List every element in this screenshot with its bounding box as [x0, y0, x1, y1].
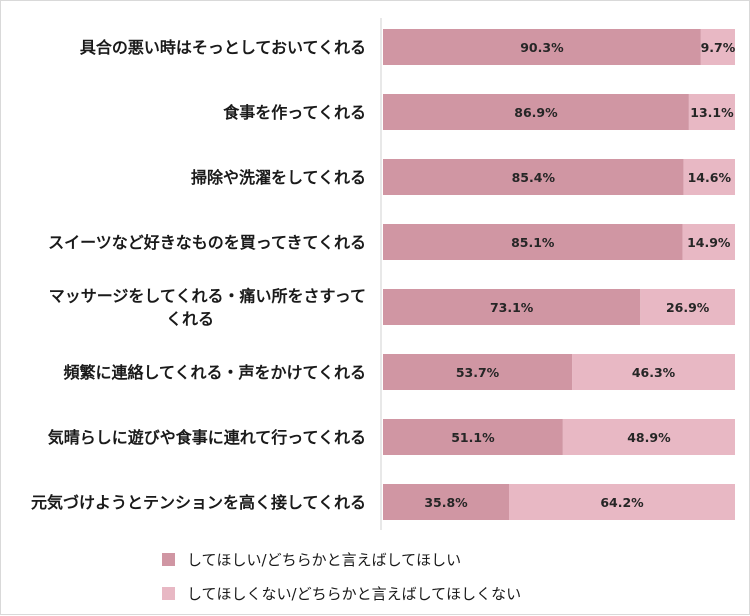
bar-not-want-4: [640, 289, 735, 325]
category-label-line: スイーツなど好きなものを買ってきてくれる: [48, 233, 366, 252]
legend-swatch-not-want: [162, 586, 175, 600]
bar-want-5: [383, 354, 573, 390]
bar-not-want-2: [683, 159, 735, 195]
category-label-line: 頻繁に連絡してくれる・声をかけてくれる: [63, 363, 366, 382]
value-label-want-1: 86.9%: [514, 105, 558, 120]
bar-want-4: [383, 289, 641, 325]
category-label-5: 頻繁に連絡してくれる・声をかけてくれる: [63, 363, 366, 382]
bars: 90.3% 9.7% 86.9% 13.1% 85.4% 14.6% 85.1% 14.9% 7…: [383, 29, 736, 520]
category-label-line: マッサージをしてくれる・痛い所をさすって: [49, 287, 366, 306]
value-label-want-6: 51.1%: [451, 430, 495, 445]
category-label-3: スイーツなど好きなものを買ってきてくれる: [48, 233, 366, 252]
bar-want-3: [383, 224, 683, 260]
bar-not-want-1: [688, 94, 735, 130]
category-label-line: 食事を作ってくれる: [222, 103, 366, 122]
legend-item-want: してほしい/どちらかと言えばしてほしい: [162, 548, 521, 570]
bar-want-0: [383, 29, 701, 65]
legend: してほしい/どちらかと言えばしてほしい してほしくない/どちらかと言えばしてほし…: [162, 548, 521, 616]
category-label-line: 具合の悪い時はそっとしておいてくれる: [80, 38, 366, 57]
value-label-not-want-0: 9.7%: [701, 40, 736, 55]
value-label-want-4: 73.1%: [490, 300, 534, 315]
value-label-want-2: 85.4%: [512, 170, 556, 185]
value-label-not-want-7: 64.2%: [600, 495, 644, 510]
category-label-line: 元気づけようとテンションを高く接してくれる: [31, 493, 366, 512]
category-label-4: マッサージをしてくれる・痛い所をさすってくれる: [49, 287, 366, 329]
value-label-not-want-3: 14.9%: [687, 235, 731, 250]
bar-want-6: [383, 419, 563, 455]
value-label-not-want-5: 46.3%: [632, 365, 676, 380]
bar-not-want-7: [509, 484, 735, 520]
category-label-2: 掃除や洗濯をしてくれる: [191, 168, 366, 187]
value-label-want-3: 85.1%: [511, 235, 555, 250]
bar-want-1: [383, 94, 689, 130]
category-label-0: 具合の悪い時はそっとしておいてくれる: [80, 38, 366, 57]
value-label-not-want-4: 26.9%: [666, 300, 710, 315]
legend-label-want: してほしい/どちらかと言えばしてほしい: [187, 550, 462, 569]
category-label-6: 気晴らしに遊びや食事に連れて行ってくれる: [48, 428, 366, 447]
category-label-line: くれる: [166, 310, 214, 329]
value-label-want-0: 90.3%: [520, 40, 564, 55]
category-label-line: 気晴らしに遊びや食事に連れて行ってくれる: [48, 428, 366, 447]
bar-not-want-3: [682, 224, 735, 260]
legend-item-not-want: してほしくない/どちらかと言えばしてほしくない: [162, 582, 521, 604]
bar-not-want-5: [572, 354, 735, 390]
bar-not-want-6: [562, 419, 735, 455]
legend-swatch-want: [162, 552, 175, 566]
value-label-not-want-2: 14.6%: [688, 170, 732, 185]
category-labels: 具合の悪い時はそっとしておいてくれる食事を作ってくれる掃除や洗濯をしてくれるスイ…: [31, 38, 366, 512]
value-label-not-want-1: 13.1%: [690, 105, 734, 120]
category-label-7: 元気づけようとテンションを高く接してくれる: [31, 493, 366, 512]
value-label-not-want-6: 48.9%: [627, 430, 671, 445]
value-label-want-5: 53.7%: [456, 365, 500, 380]
category-label-line: 掃除や洗濯をしてくれる: [191, 168, 366, 187]
legend-label-not-want: してほしくない/どちらかと言えばしてほしくない: [187, 584, 522, 603]
value-label-want-7: 35.8%: [424, 495, 468, 510]
bar-not-want-0: [700, 29, 735, 65]
bar-want-7: [383, 484, 510, 520]
bar-want-2: [383, 159, 684, 195]
category-label-1: 食事を作ってくれる: [222, 103, 366, 122]
